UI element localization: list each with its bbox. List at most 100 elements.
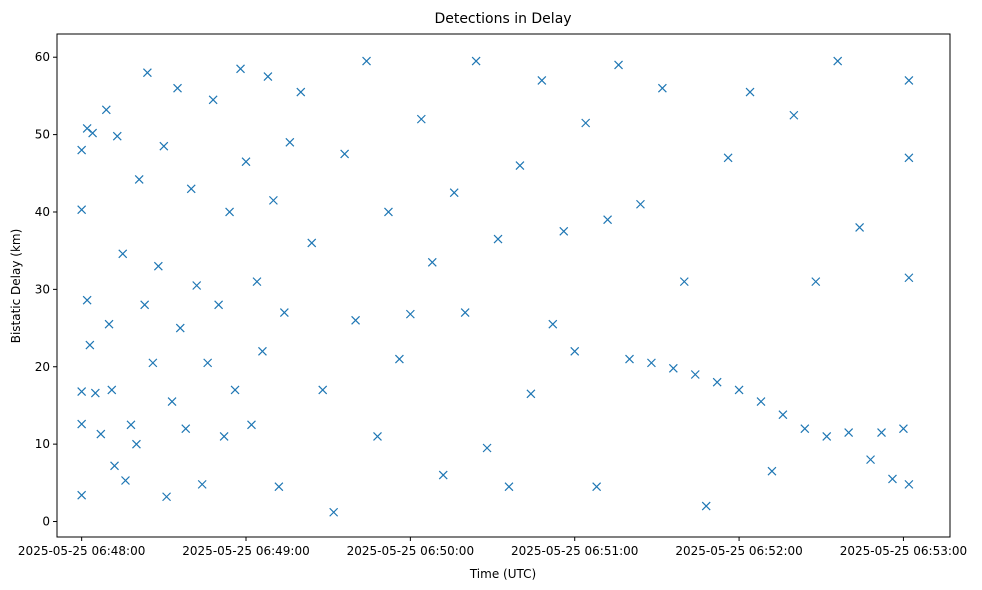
data-point: [756, 397, 766, 407]
data-point: [745, 87, 755, 97]
data-point: [132, 439, 141, 449]
y-tick-label: 60: [35, 50, 50, 64]
data-point: [888, 474, 897, 484]
data-point: [778, 410, 788, 420]
data-point: [904, 76, 914, 85]
data-point: [668, 363, 678, 373]
data-point: [77, 490, 87, 500]
data-point: [159, 141, 169, 151]
x-axis-label: Time (UTC): [469, 567, 536, 581]
data-point: [208, 95, 218, 105]
y-axis-label: Bistatic Delay (km): [9, 229, 23, 344]
x-tick-label: 2025-05-25 06:51:00: [511, 544, 638, 558]
data-point: [162, 492, 171, 502]
data-point: [101, 105, 111, 115]
data-point: [77, 419, 87, 429]
data-point: [811, 277, 821, 287]
data-point: [449, 188, 459, 198]
data-point: [904, 479, 914, 489]
data-point: [329, 507, 339, 517]
data-point: [241, 157, 251, 167]
plot-frame: [56, 33, 951, 538]
data-point: [679, 277, 689, 287]
data-point: [126, 420, 136, 430]
x-tick-label: 2025-05-25 06:49:00: [182, 544, 309, 558]
data-point: [866, 455, 875, 465]
data-point: [636, 199, 645, 209]
data-point: [822, 431, 832, 441]
data-point: [904, 273, 914, 283]
data-point: [614, 60, 623, 70]
data-point: [581, 118, 591, 128]
data-point: [504, 482, 514, 492]
data-points: [77, 56, 914, 517]
data-point: [438, 470, 448, 480]
data-point: [274, 482, 284, 492]
data-point: [112, 131, 122, 141]
data-point: [107, 385, 117, 395]
data-point: [77, 145, 87, 155]
data-point: [203, 358, 213, 368]
data-point: [548, 319, 558, 329]
data-point: [904, 153, 914, 163]
data-point: [701, 501, 711, 511]
data-point: [230, 385, 240, 395]
data-point: [77, 387, 87, 396]
x-tick-label: 2025-05-25 06:48:00: [18, 544, 145, 558]
data-point: [279, 308, 289, 318]
data-point: [225, 207, 234, 217]
data-point: [258, 346, 267, 356]
data-point: [142, 68, 152, 78]
data-point: [296, 87, 306, 97]
data-point: [96, 429, 106, 439]
x-tick-label: 2025-05-25 06:50:00: [347, 544, 474, 558]
data-point: [384, 207, 393, 217]
data-point: [173, 83, 182, 93]
data-point: [134, 175, 144, 184]
data-point: [268, 195, 278, 205]
data-point: [855, 223, 865, 232]
data-point: [789, 110, 799, 120]
data-point: [247, 420, 256, 430]
data-point: [625, 354, 634, 364]
data-point: [318, 385, 328, 395]
data-point: [394, 354, 404, 364]
data-point: [646, 358, 656, 368]
data-point: [570, 346, 580, 356]
y-tick-label: 0: [42, 515, 50, 529]
data-point: [537, 76, 547, 85]
data-point: [90, 388, 100, 398]
data-point: [85, 340, 95, 350]
data-point: [167, 397, 177, 407]
x-tick-label: 2025-05-25 06:52:00: [675, 544, 802, 558]
y-axis: 0 10 20 30 40 50 60: [35, 50, 57, 529]
data-point: [214, 300, 224, 310]
data-point: [734, 385, 744, 395]
data-point: [405, 309, 415, 319]
data-point: [118, 249, 128, 259]
x-axis: 2025-05-25 06:48:00 2025-05-25 06:49:00 20…: [18, 537, 967, 558]
data-point: [460, 308, 470, 318]
data-point: [77, 205, 87, 215]
data-point: [181, 424, 191, 434]
data-point: [340, 149, 350, 159]
data-point: [767, 466, 777, 476]
data-point: [104, 319, 114, 329]
y-tick-label: 30: [35, 282, 50, 296]
y-tick-label: 10: [35, 437, 50, 451]
data-point: [186, 184, 196, 194]
data-point: [723, 153, 733, 163]
data-point: [373, 431, 382, 441]
y-tick-label: 40: [35, 205, 50, 219]
data-point: [603, 215, 613, 225]
data-point: [88, 128, 98, 138]
data-point: [252, 277, 262, 287]
data-point: [110, 461, 119, 471]
y-tick-label: 20: [35, 360, 50, 374]
data-point: [362, 56, 371, 66]
data-point: [236, 64, 245, 74]
data-point: [515, 161, 525, 170]
data-point: [285, 137, 295, 147]
data-point: [307, 238, 317, 248]
